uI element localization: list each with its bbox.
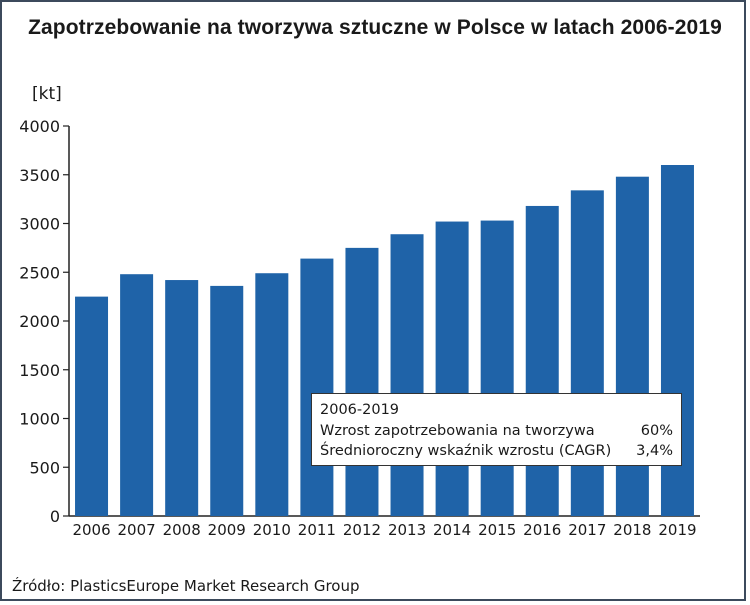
x-tick-label: 2010: [253, 521, 291, 539]
y-axis-unit-label: [kt]: [32, 84, 62, 104]
x-tick-label: 2012: [343, 521, 381, 539]
x-tick-label: 2015: [478, 521, 516, 539]
y-tick-label: 3000: [19, 215, 60, 234]
bar-2014: [435, 221, 469, 517]
y-tick-label: 3500: [19, 166, 60, 185]
stats-header-row: 2006-2019: [320, 400, 673, 421]
bar-2013: [390, 234, 424, 516]
source-note: Źródło: PlasticsEurope Market Research G…: [12, 577, 360, 595]
stats-growth-label: Wzrost zapotrzebowania na tworzywa: [320, 422, 595, 439]
bar-2015: [480, 220, 514, 516]
y-tick-label: 0: [50, 507, 60, 526]
x-tick-label: 2011: [298, 521, 336, 539]
y-tick-label: 2500: [19, 263, 60, 282]
y-tick-label: 1000: [19, 410, 60, 429]
bar-2007: [120, 274, 154, 516]
x-tick-label: 2014: [433, 521, 471, 539]
stats-box: 2006-2019 Wzrost zapotrzebowania na twor…: [311, 393, 682, 466]
stats-row-cagr: Średnioroczny wskaźnik wzrostu (CAGR) 3,…: [320, 441, 673, 462]
x-tick-label: 2019: [658, 521, 696, 539]
stats-growth-value: 60%: [640, 422, 673, 439]
x-tick-label: 2016: [523, 521, 561, 539]
x-tick-label: 2018: [613, 521, 651, 539]
y-tick-label: 500: [29, 458, 60, 477]
x-tick-label: 2008: [163, 521, 201, 539]
bar-2016: [525, 205, 559, 516]
x-tick-label: 2007: [118, 521, 156, 539]
y-tick-label: 4000: [19, 117, 60, 136]
y-tick-label: 2000: [19, 312, 60, 331]
x-tick-label: 2006: [72, 521, 110, 539]
chart-title: Zapotrzebowanie na tworzywa sztuczne w P…: [28, 16, 722, 39]
stats-cagr-label: Średnioroczny wskaźnik wzrostu (CAGR): [320, 443, 612, 459]
bar-2009: [210, 285, 244, 516]
x-tick-label: 2017: [568, 521, 606, 539]
x-labels: 2006 2007 2008 2009 2010 2011 2012 2013 2014 2015…: [72, 521, 696, 539]
y-tick-label: 1500: [19, 361, 60, 380]
stats-row-growth: Wzrost zapotrzebowania na tworzywa 60%: [320, 421, 673, 442]
x-tick-label: 2009: [208, 521, 246, 539]
y-ticks: 0 500 1000 1500 2000 2500 3000 3500 4000: [19, 117, 69, 526]
bar-2017: [570, 190, 604, 516]
bar-2010: [255, 273, 289, 516]
stats-cagr-value: 3,4%: [636, 443, 673, 459]
bar-2006: [75, 296, 109, 516]
bar-2012: [345, 247, 379, 516]
bar-2011: [300, 258, 334, 516]
x-tick-label: 2013: [388, 521, 426, 539]
bar-2008: [165, 280, 199, 516]
stats-header: 2006-2019: [320, 402, 400, 418]
